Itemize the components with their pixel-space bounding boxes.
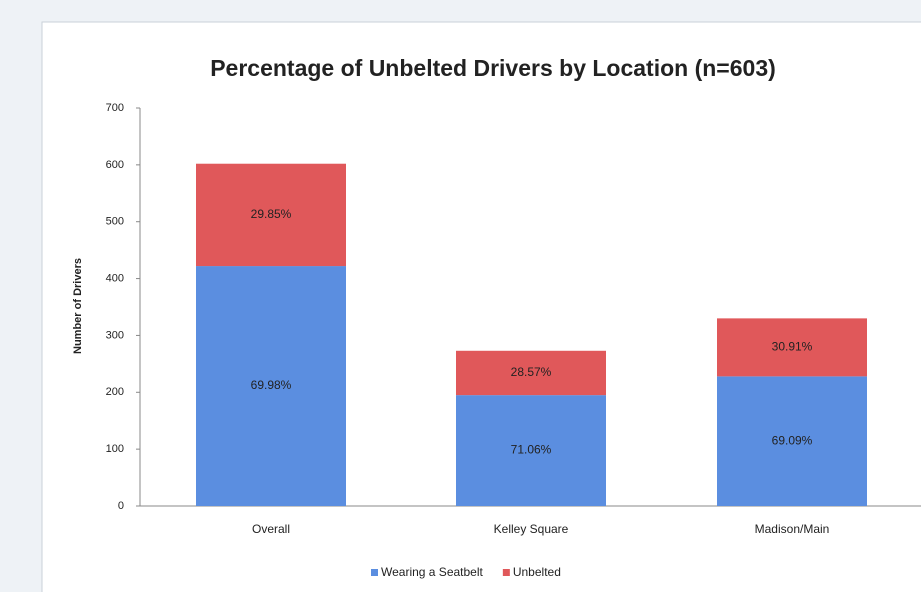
y-tick-label: 100 xyxy=(106,443,124,455)
chart-title: Percentage of Unbelted Drivers by Locati… xyxy=(210,55,776,81)
y-tick-label: 0 xyxy=(118,500,124,512)
y-tick-label: 400 xyxy=(106,272,124,284)
bar-segment xyxy=(456,350,606,396)
value-label: 69.09% xyxy=(772,433,813,447)
legend-swatch xyxy=(371,569,378,576)
value-label: 29.85% xyxy=(251,207,292,221)
value-label: 30.91% xyxy=(772,340,813,354)
x-tick-label: Madison/Main xyxy=(755,522,830,536)
y-tick-label: 700 xyxy=(106,102,124,114)
legend-label: Wearing a Seatbelt xyxy=(381,565,484,579)
y-tick-label: 200 xyxy=(106,386,124,398)
bar-segment xyxy=(196,266,346,506)
legend-label: Unbelted xyxy=(513,565,561,579)
y-axis-title: Number of Drivers xyxy=(72,258,84,354)
bar-segment xyxy=(456,395,606,506)
value-label: 28.57% xyxy=(511,365,552,379)
value-label: 69.98% xyxy=(251,378,292,392)
legend-swatch xyxy=(502,569,510,576)
x-tick-label: Kelley Square xyxy=(494,522,569,536)
y-tick-label: 500 xyxy=(106,216,124,228)
bar-segment xyxy=(717,318,867,377)
value-label: 71.06% xyxy=(511,443,552,457)
y-tick-label: 600 xyxy=(106,159,124,171)
y-tick-label: 300 xyxy=(106,329,124,341)
x-tick-label: Overall xyxy=(252,522,290,536)
bar-segment xyxy=(196,163,346,267)
bar-segment xyxy=(717,376,867,506)
